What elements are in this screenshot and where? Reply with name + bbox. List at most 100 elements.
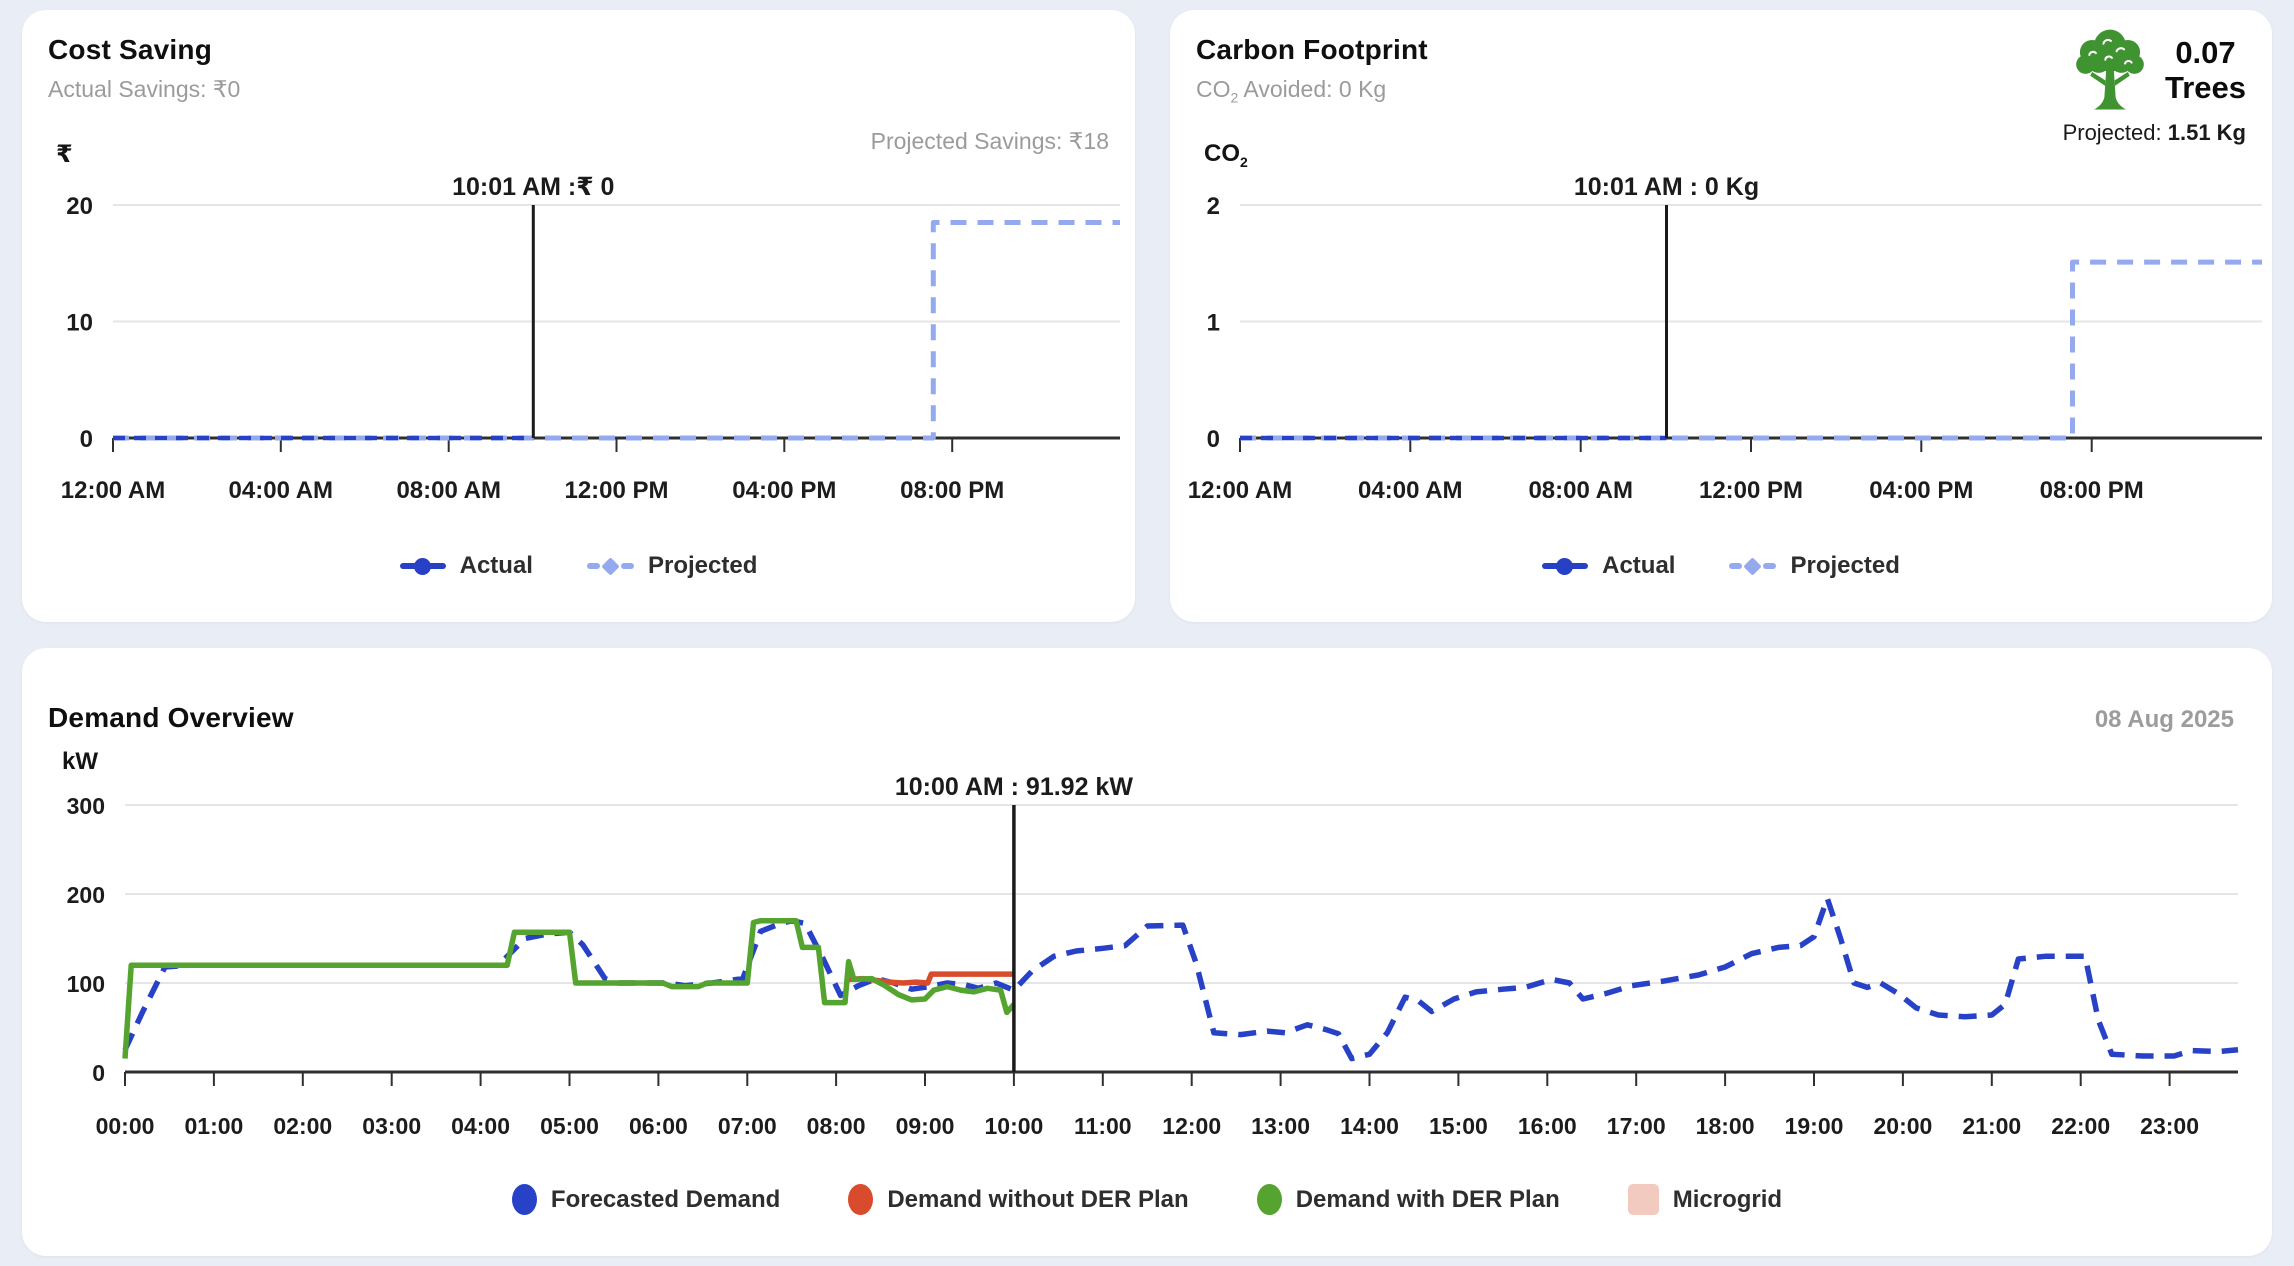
series-projected — [113, 220, 1120, 441]
legend-label: Demand with DER Plan — [1295, 1185, 1560, 1213]
x-tick-06:00: 06:00 — [629, 1113, 688, 1139]
x-tick-16:00: 16:00 — [1518, 1113, 1577, 1139]
x-tick-00:00: 00:00 — [96, 1113, 155, 1139]
carbon-footprint-chart[interactable]: 0 1 2 12:00 AM 04:00 AM 08:00 AM 12:00 PM 04:00… — [1170, 10, 2272, 622]
trees-badge: 0.07 Trees Projected: 1.51 Kg — [2063, 22, 2246, 146]
x-tick-04:00 PM: 04:00 PM — [1869, 477, 1973, 504]
crosshair-label: 10:01 AM :₹ 0 — [452, 173, 614, 201]
x-tick-08:00 AM: 08:00 AM — [396, 477, 500, 504]
x-tick-12:00 PM: 12:00 PM — [1699, 477, 1803, 504]
series-forecasted-demand — [122, 895, 2239, 1062]
cost-saving-title: Cost Saving — [48, 34, 213, 65]
cost-actual-savings-text: Actual Savings: ₹0 — [48, 76, 241, 102]
y-tick-300: 300 — [67, 793, 105, 819]
x-tick-21:00: 21:00 — [1962, 1113, 2021, 1139]
x-tick-12:00: 12:00 — [1162, 1113, 1221, 1139]
x-tick-07:00: 07:00 — [718, 1113, 777, 1139]
x-tick-08:00 AM: 08:00 AM — [1528, 477, 1632, 504]
demand-overview-legend: Forecasted Demand Demand without DER Plan… — [22, 1184, 2272, 1215]
x-tick-04:00: 04:00 — [451, 1113, 510, 1139]
carbon-footprint-panel: Carbon Footprint CO2 Avoided: 0 Kg CO2 — [1170, 10, 2272, 622]
demand-overview-title: Demand Overview — [48, 702, 294, 733]
x-tick-14:00: 14:00 — [1340, 1113, 1399, 1139]
legend-label: Microgrid — [1672, 1185, 1783, 1213]
legend-item-demand-with-der-plan[interactable]: Demand with DER Plan — [1256, 1184, 1560, 1215]
projected-marker-icon — [586, 556, 634, 576]
x-tick-11:00: 11:00 — [1074, 1113, 1132, 1139]
x-tick-12:00 PM: 12:00 PM — [564, 477, 668, 504]
x-tick-09:00: 09:00 — [896, 1113, 955, 1139]
x-tick-13:00: 13:00 — [1251, 1113, 1310, 1139]
x-tick-15:00: 15:00 — [1429, 1113, 1488, 1139]
series-demand-with-der-plan — [122, 917, 1016, 1059]
crosshair-label: 10:01 AM : 0 Kg — [1574, 173, 1759, 201]
y-tick-0: 0 — [80, 426, 93, 453]
forecasted-demand-marker-icon — [511, 1184, 537, 1215]
tree-icon — [2076, 29, 2144, 110]
carbon-y-axis-label: CO2 — [1204, 140, 1248, 170]
x-tick-04:00 AM: 04:00 AM — [229, 477, 333, 504]
carbon-footprint-title: Carbon Footprint — [1196, 34, 1428, 65]
y-tick-100: 100 — [67, 971, 105, 997]
demand-without-der-plan-marker-icon — [848, 1184, 874, 1215]
x-tick-10:00: 10:00 — [984, 1113, 1043, 1139]
legend-item-projected[interactable]: Projected — [586, 552, 758, 580]
cost-y-axis-label: ₹ — [56, 141, 73, 168]
date-label: 08 Aug 2025 — [2094, 706, 2234, 733]
x-tick-23:00: 23:00 — [2140, 1113, 2199, 1139]
actual-marker-icon — [399, 557, 446, 575]
trees-unit: Trees — [2164, 70, 2246, 105]
legend-item-actual[interactable]: Actual — [399, 552, 533, 580]
y-tick-0: 0 — [92, 1060, 105, 1086]
legend-item-forecasted-demand[interactable]: Forecasted Demand — [511, 1184, 781, 1215]
y-tick-200: 200 — [67, 882, 105, 908]
x-tick-01:00: 01:00 — [184, 1113, 243, 1139]
co2-avoided-text: CO2 Avoided: 0 Kg — [1196, 76, 1387, 106]
cost-saving-legend: Actual Projected — [22, 552, 1135, 580]
microgrid-marker-icon — [1627, 1184, 1659, 1215]
x-tick-08:00 PM: 08:00 PM — [900, 477, 1004, 504]
demand-overview-chart[interactable]: 0 100 200 300 00:00 01:00 02:00 03:00 04:00 05:00… — [22, 648, 2272, 1256]
x-tick-04:00 AM: 04:00 AM — [1358, 477, 1462, 504]
x-tick-05:00: 05:00 — [540, 1113, 599, 1139]
x-tick-08:00 PM: 08:00 PM — [2040, 477, 2144, 504]
legend-label: Demand without DER Plan — [887, 1185, 1189, 1213]
x-tick-18:00: 18:00 — [1696, 1113, 1755, 1139]
actual-marker-icon — [1542, 557, 1589, 575]
legend-label: Projected — [647, 552, 758, 579]
series-projected — [1240, 259, 2262, 441]
y-tick-1: 1 — [1207, 310, 1220, 337]
carbon-footprint-legend: Actual Projected — [1170, 552, 2272, 580]
trees-value: 0.07 — [2175, 35, 2236, 71]
y-tick-2: 2 — [1207, 193, 1220, 220]
x-tick-08:00: 08:00 — [807, 1113, 866, 1139]
demand-y-axis-label: kW — [62, 748, 98, 775]
legend-label: Actual — [1602, 552, 1676, 579]
legend-item-actual[interactable]: Actual — [1542, 552, 1675, 580]
legend-label: Forecasted Demand — [550, 1185, 781, 1213]
y-tick-20: 20 — [66, 193, 93, 220]
cost-saving-chart[interactable]: 0 10 20 12:00 AM 04:00 AM 08:00 AM 12:00 PM 04:… — [22, 10, 1135, 622]
legend-item-demand-without-der-plan[interactable]: Demand without DER Plan — [848, 1184, 1189, 1215]
legend-label: Projected — [1790, 552, 1900, 579]
crosshair-label: 10:00 AM : 91.92 kW — [895, 773, 1133, 801]
legend-item-microgrid[interactable]: Microgrid — [1627, 1184, 1783, 1215]
x-tick-22:00: 22:00 — [2051, 1113, 2110, 1139]
y-tick-0: 0 — [1207, 426, 1220, 453]
x-tick-17:00: 17:00 — [1607, 1113, 1666, 1139]
legend-item-projected[interactable]: Projected — [1729, 552, 1900, 580]
carbon-projected-text: Projected: 1.51 Kg — [2062, 120, 2246, 145]
x-tick-02:00: 02:00 — [273, 1113, 332, 1139]
x-tick-19:00: 19:00 — [1785, 1113, 1844, 1139]
x-tick-04:00 PM: 04:00 PM — [732, 477, 836, 504]
x-tick-20:00: 20:00 — [1873, 1113, 1932, 1139]
demand-with-der-plan-marker-icon — [1256, 1184, 1282, 1215]
x-tick-12:00 AM: 12:00 AM — [61, 477, 165, 504]
projected-marker-icon — [1729, 556, 1777, 576]
legend-label: Actual — [459, 552, 533, 579]
cost-saving-panel: Cost Saving Actual Savings: ₹0 Projected… — [22, 10, 1135, 622]
cost-projected-savings-text: Projected Savings: ₹18 — [870, 128, 1109, 154]
demand-overview-panel: Demand Overview 08 Aug 2025 kW 0 100 200 30… — [22, 648, 2272, 1256]
x-tick-12:00 AM: 12:00 AM — [1188, 477, 1292, 504]
